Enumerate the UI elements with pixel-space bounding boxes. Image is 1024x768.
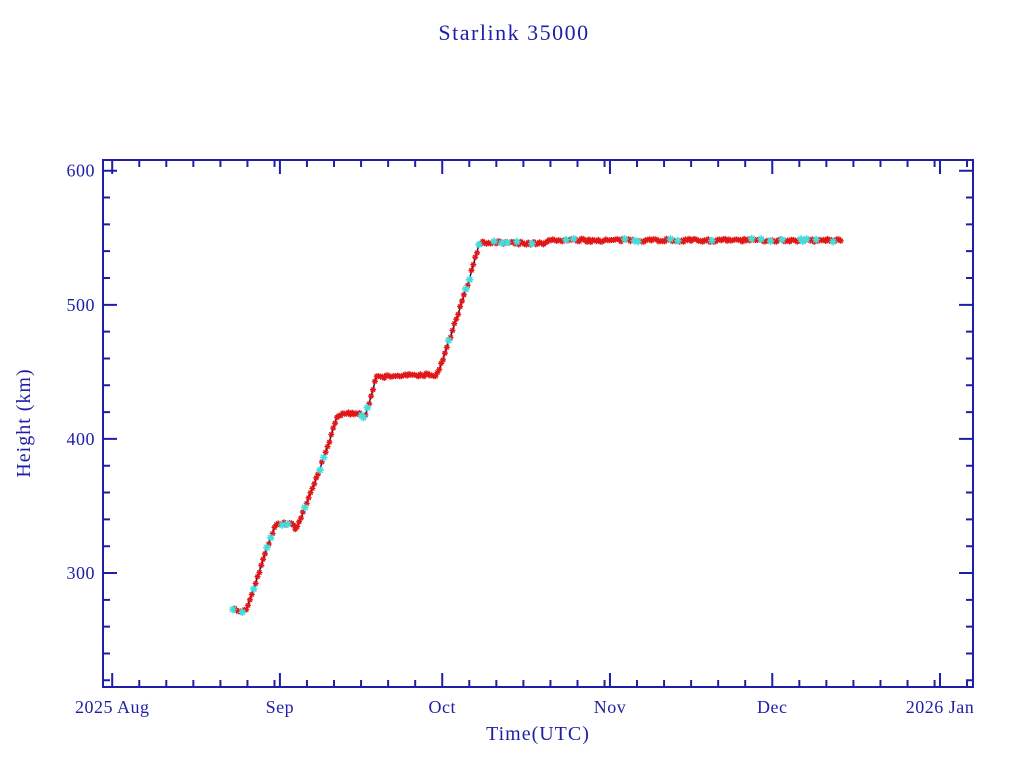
x-tick-label: Oct [428,697,456,717]
y-axis-label: Height (km) [13,368,35,477]
y-tick-label: 400 [67,429,96,449]
axis-ticks [103,160,973,687]
height-samples-red-markers [231,235,844,615]
x-tick-label: Dec [757,697,787,717]
plot-frame [102,159,974,688]
height-profile-line [232,238,842,613]
x-tick-label: Nov [594,697,627,717]
x-tick-label: Sep [266,697,295,717]
x-tick-label: 2026 Jan [906,697,975,717]
y-tick-label: 300 [67,563,96,583]
height-samples-cyan-markers [229,234,837,616]
x-axis-label: Time(UTC) [486,723,590,745]
y-tick-label: 500 [67,295,96,315]
x-tick-label: 2025 Aug [75,697,150,717]
chart-title: Starlink 35000 [438,20,589,45]
y-tick-label: 600 [67,161,96,181]
plot-generated-content: 2025 Aug Sep Oct Nov Dec 2026 Jan 300 400 500 600 [67,159,975,717]
